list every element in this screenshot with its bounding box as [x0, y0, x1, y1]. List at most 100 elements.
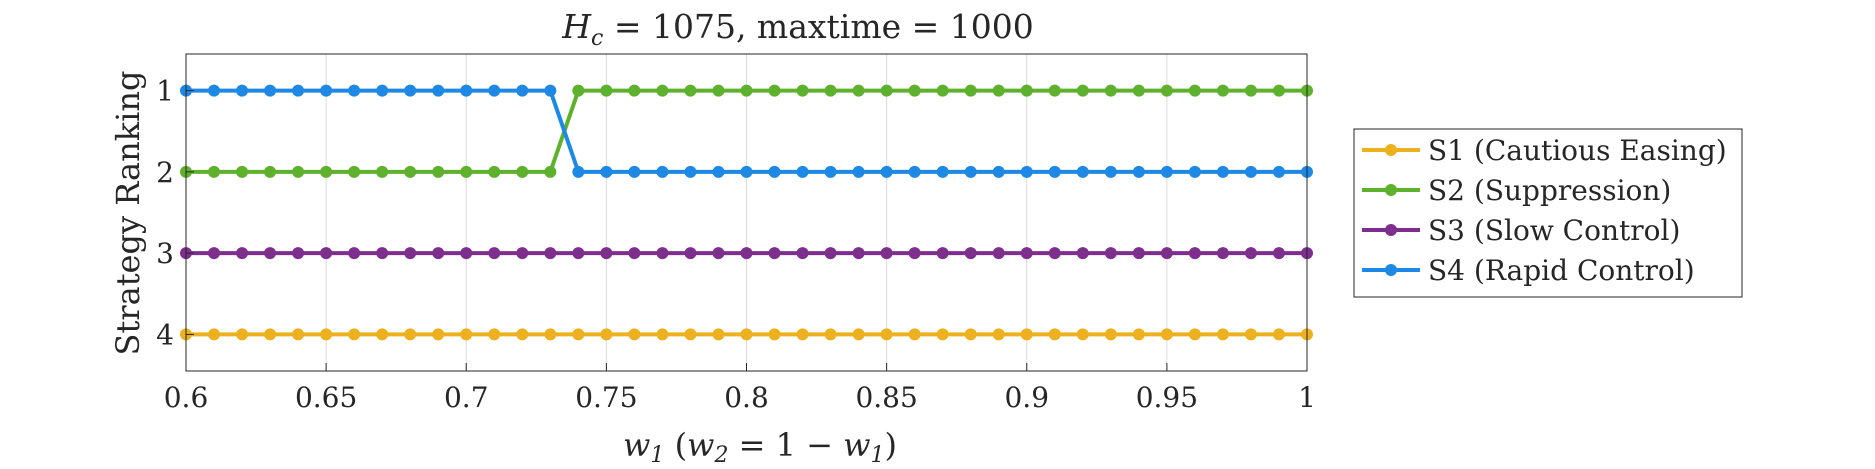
- data-point: [656, 328, 669, 341]
- data-point: [236, 84, 249, 97]
- data-point: [432, 84, 445, 97]
- data-point: [320, 247, 333, 260]
- data-point: [516, 84, 529, 97]
- data-point: [1104, 328, 1117, 341]
- data-point: [1188, 84, 1201, 97]
- data-point: [1216, 165, 1229, 178]
- data-point: [908, 165, 921, 178]
- data-point: [488, 84, 501, 97]
- data-point: [740, 84, 753, 97]
- legend: S1 (Cautious Easing) S2 (Suppression) S3 (…: [1353, 128, 1743, 298]
- data-point: [992, 247, 1005, 260]
- title-var: H: [561, 7, 592, 46]
- data-point: [964, 165, 977, 178]
- legend-item-s4: S4 (Rapid Control): [1362, 254, 1695, 287]
- data-point: [684, 84, 697, 97]
- legend-label: S3 (Slow Control): [1428, 214, 1680, 247]
- data-point: [1104, 84, 1117, 97]
- data-point: [684, 165, 697, 178]
- data-point: [1048, 328, 1061, 341]
- data-point: [544, 247, 557, 260]
- data-point: [236, 328, 249, 341]
- data-point: [824, 84, 837, 97]
- data-point: [1272, 84, 1285, 97]
- data-point: [880, 247, 893, 260]
- data-point: [544, 84, 557, 97]
- data-point: [628, 247, 641, 260]
- data-point: [1244, 328, 1257, 341]
- data-point: [1076, 84, 1089, 97]
- data-point: [572, 84, 585, 97]
- legend-item-s3: S3 (Slow Control): [1362, 214, 1680, 247]
- data-point: [1020, 247, 1033, 260]
- data-point: [824, 165, 837, 178]
- series-s3: [180, 247, 1313, 260]
- data-point: [712, 247, 725, 260]
- data-point: [264, 328, 277, 341]
- x-tick-label: 0.9: [1004, 381, 1049, 414]
- series-s4: [180, 84, 1313, 178]
- data-point: [376, 328, 389, 341]
- data-point: [1188, 247, 1201, 260]
- data-point: [404, 247, 417, 260]
- data-point: [656, 84, 669, 97]
- data-point: [460, 247, 473, 260]
- data-point: [1132, 328, 1145, 341]
- data-point: [1076, 247, 1089, 260]
- data-point: [432, 165, 445, 178]
- data-point: [656, 165, 669, 178]
- data-point: [1160, 328, 1173, 341]
- x-axis-label: w1 (w2 = 1 − w1): [623, 426, 897, 468]
- legend-item-s2: S2 (Suppression): [1362, 174, 1671, 207]
- data-point: [852, 165, 865, 178]
- legend-swatch-marker: [1385, 144, 1397, 156]
- data-point: [796, 328, 809, 341]
- data-point: [236, 165, 249, 178]
- data-point: [1244, 84, 1257, 97]
- data-point: [460, 165, 473, 178]
- data-point: [880, 165, 893, 178]
- data-point: [992, 84, 1005, 97]
- data-point: [264, 84, 277, 97]
- data-point: [1160, 247, 1173, 260]
- data-point: [1244, 247, 1257, 260]
- data-point: [208, 328, 221, 341]
- y-tick-label: 1: [156, 75, 174, 108]
- data-point: [600, 247, 613, 260]
- y-tick-label: 3: [156, 237, 174, 270]
- data-point: [880, 328, 893, 341]
- data-point: [852, 84, 865, 97]
- data-point: [992, 328, 1005, 341]
- data-point: [852, 247, 865, 260]
- x-tick-label: 0.8: [724, 381, 769, 414]
- data-point: [852, 328, 865, 341]
- legend-item-s1: S1 (Cautious Easing): [1362, 134, 1727, 167]
- x-tick-label: 0.7: [444, 381, 489, 414]
- data-point: [712, 328, 725, 341]
- data-point: [236, 247, 249, 260]
- data-point: [992, 165, 1005, 178]
- legend-swatch-marker: [1385, 224, 1397, 236]
- data-point: [544, 328, 557, 341]
- data-point: [628, 328, 641, 341]
- data-point: [292, 165, 305, 178]
- data-point: [1160, 165, 1173, 178]
- data-point: [516, 165, 529, 178]
- data-point: [908, 247, 921, 260]
- data-point: [1076, 328, 1089, 341]
- data-point: [600, 84, 613, 97]
- data-point: [768, 84, 781, 97]
- data-point: [964, 328, 977, 341]
- data-point: [1132, 247, 1145, 260]
- y-axis-ticks: 1 2 3 4: [156, 75, 194, 351]
- data-point: [964, 84, 977, 97]
- data-point: [1020, 328, 1033, 341]
- series-s2: [180, 84, 1313, 178]
- data-point: [684, 247, 697, 260]
- data-point: [796, 165, 809, 178]
- data-point: [1132, 165, 1145, 178]
- data-point: [740, 165, 753, 178]
- series-s1: [180, 328, 1313, 341]
- data-point: [824, 328, 837, 341]
- data-point: [628, 165, 641, 178]
